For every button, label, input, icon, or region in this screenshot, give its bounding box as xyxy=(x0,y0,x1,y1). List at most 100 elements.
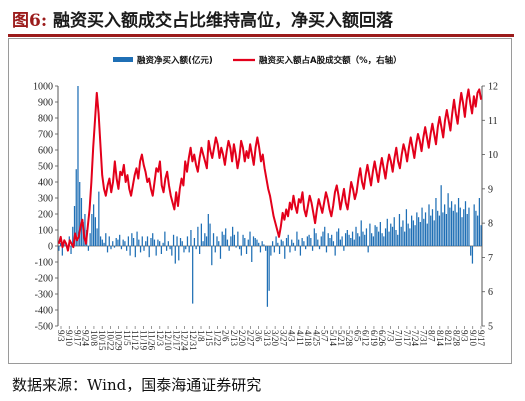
bar xyxy=(364,234,366,246)
x-tick-label: 12/24 xyxy=(180,330,190,351)
x-tick-label: 9/3 xyxy=(56,330,66,342)
x-tick-label: 11/5 xyxy=(122,330,132,346)
bar xyxy=(120,246,123,250)
bar xyxy=(391,226,394,246)
bar xyxy=(388,231,390,246)
bar xyxy=(353,239,355,246)
bar xyxy=(313,228,315,246)
bar xyxy=(132,238,135,246)
legend-bar-swatch xyxy=(113,57,133,62)
bar xyxy=(261,241,263,246)
x-tick-label: 10/29 xyxy=(114,330,124,351)
bar xyxy=(72,226,74,246)
x-tick-label: 7/17 xyxy=(402,330,412,347)
bar xyxy=(350,238,352,246)
x-tick-label: 8/14 xyxy=(435,330,445,347)
bar xyxy=(254,238,256,246)
x-tick-label: 8/7 xyxy=(427,330,437,342)
figure-number: 图6: xyxy=(12,11,48,31)
bar xyxy=(424,212,427,246)
bar xyxy=(433,220,435,246)
bar xyxy=(193,238,196,246)
bar xyxy=(181,241,183,246)
bar xyxy=(339,239,341,246)
bar xyxy=(171,246,173,256)
right-tick-label: 5 xyxy=(488,322,493,333)
bar xyxy=(209,223,211,246)
bar xyxy=(176,236,178,246)
bar xyxy=(280,239,282,246)
bar xyxy=(341,236,343,246)
bar xyxy=(108,236,110,246)
bar xyxy=(152,233,154,246)
chart-title: 图6: 融资买入额成交占比维持高位，净买入额回落 xyxy=(12,6,517,32)
bar xyxy=(393,217,395,246)
bar xyxy=(282,241,284,246)
left-tick-label: 700 xyxy=(38,130,53,141)
x-tick-label: 2/6 xyxy=(221,330,231,342)
right-tick-label: 12 xyxy=(488,82,498,93)
bar xyxy=(273,246,275,253)
bar xyxy=(230,236,232,246)
bar xyxy=(59,242,62,246)
bar xyxy=(466,214,468,246)
bar xyxy=(421,207,423,246)
bar xyxy=(162,242,164,246)
bar xyxy=(89,233,91,246)
bar xyxy=(287,234,289,246)
x-tick-label: 12/3 xyxy=(155,330,165,347)
x-tick-label: 5/21 xyxy=(336,330,346,346)
bar xyxy=(240,246,242,256)
bar xyxy=(344,233,347,246)
bar xyxy=(355,226,357,246)
bar xyxy=(122,239,124,246)
bar xyxy=(461,217,463,246)
bar xyxy=(298,239,300,246)
bar xyxy=(103,242,105,246)
bar xyxy=(169,246,171,250)
bar xyxy=(61,246,63,256)
bar xyxy=(200,223,202,246)
bar xyxy=(308,234,310,246)
bar xyxy=(127,236,129,246)
bar xyxy=(402,220,404,246)
bar xyxy=(218,241,220,246)
bar xyxy=(115,238,117,246)
bar xyxy=(404,231,406,246)
bar xyxy=(405,209,408,246)
bar xyxy=(478,198,481,246)
x-tick-label: 12/31 xyxy=(188,330,198,351)
bar xyxy=(303,241,305,246)
bar xyxy=(238,246,241,250)
x-tick-label: 9/17 xyxy=(476,330,486,347)
bar xyxy=(87,246,90,251)
bar xyxy=(440,185,442,246)
bar xyxy=(183,246,185,253)
line-series-path xyxy=(57,88,483,252)
bar xyxy=(438,215,441,246)
bar xyxy=(150,238,152,246)
bar xyxy=(179,238,182,246)
bar xyxy=(148,246,150,258)
bar xyxy=(195,246,197,250)
bar xyxy=(369,223,371,246)
bar xyxy=(110,246,112,250)
legend-line-label: 融资买入额占A股成交额（%，右轴） xyxy=(259,55,402,66)
bar xyxy=(301,238,303,246)
bar xyxy=(186,236,189,246)
bar xyxy=(428,204,430,246)
x-tick-label: 2/27 xyxy=(245,330,255,347)
bar xyxy=(79,182,81,246)
x-tick-label: 7/10 xyxy=(394,330,404,347)
bar xyxy=(397,234,399,246)
bar xyxy=(265,246,267,251)
bar xyxy=(192,246,194,304)
bar xyxy=(226,239,229,246)
bar xyxy=(456,212,458,246)
bar xyxy=(374,225,376,246)
bar xyxy=(94,217,96,246)
bar xyxy=(336,231,338,246)
x-tick-label: 6/19 xyxy=(369,330,379,347)
x-tick-label: 3/27 xyxy=(278,330,288,347)
